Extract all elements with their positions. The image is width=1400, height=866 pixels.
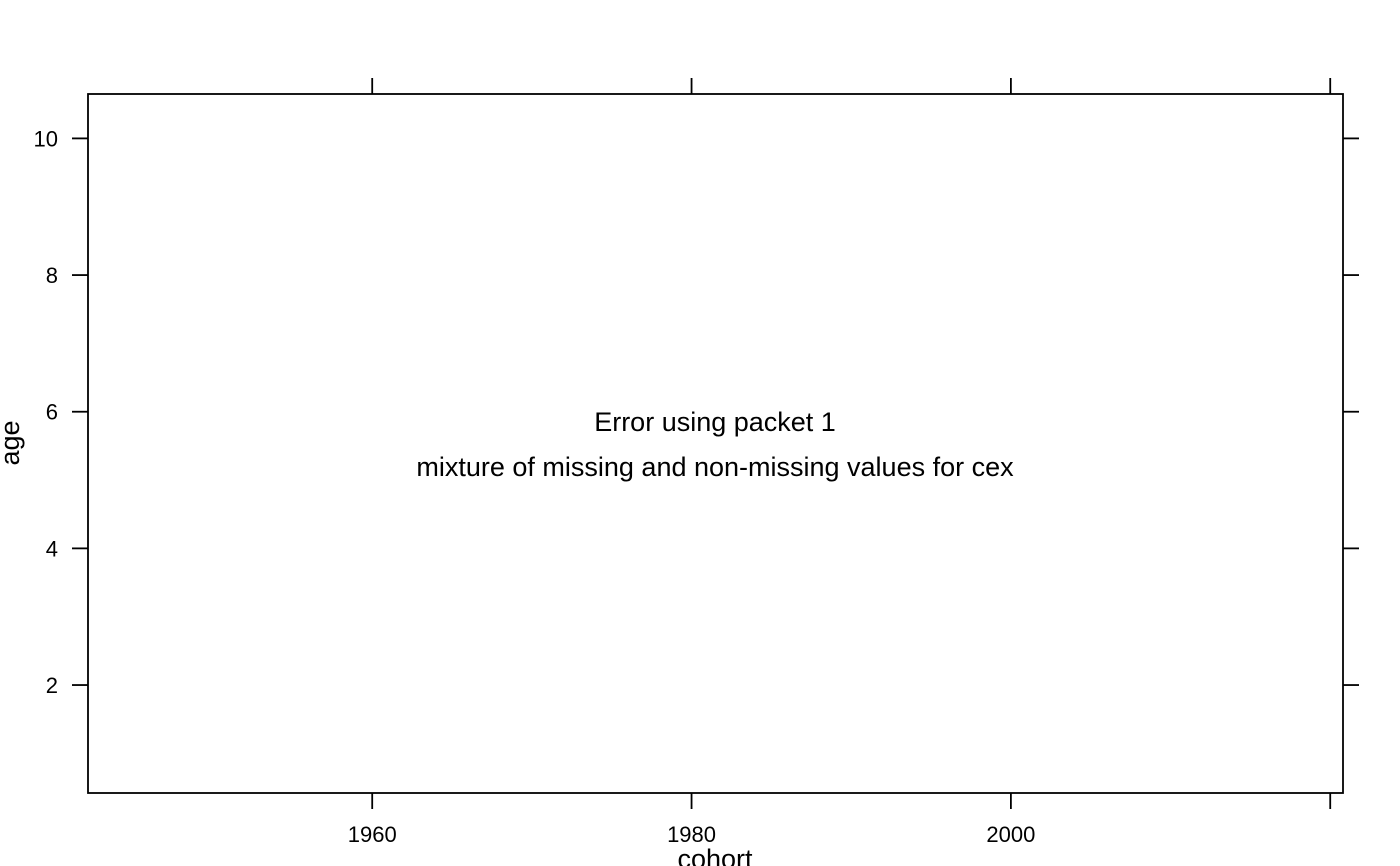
y-tick-label: 2 <box>46 673 58 698</box>
y-axis-label: age <box>0 420 25 465</box>
y-axis-left-ticks <box>72 137 88 686</box>
y-tick-label: 6 <box>46 400 58 425</box>
y-tick-label: 10 <box>34 126 58 151</box>
y-axis-right-ticks <box>1343 137 1359 686</box>
x-axis-tick-labels: 1960 1980 2000 <box>348 822 1036 847</box>
x-axis-bottom-ticks <box>371 793 1332 809</box>
x-axis-top-ticks <box>371 78 1332 94</box>
y-tick-label: 8 <box>46 263 58 288</box>
x-tick-label: 1980 <box>667 822 716 847</box>
x-axis-label: cohort <box>677 844 753 866</box>
error-message-detail: mixture of missing and non-missing value… <box>416 452 1014 482</box>
y-axis-tick-labels: 2 4 6 8 10 <box>34 126 58 698</box>
x-tick-label: 1960 <box>348 822 397 847</box>
panel-border <box>87 93 1344 794</box>
y-tick-label: 4 <box>46 536 58 561</box>
x-tick-label: 2000 <box>986 822 1035 847</box>
error-message-title: Error using packet 1 <box>594 407 836 437</box>
